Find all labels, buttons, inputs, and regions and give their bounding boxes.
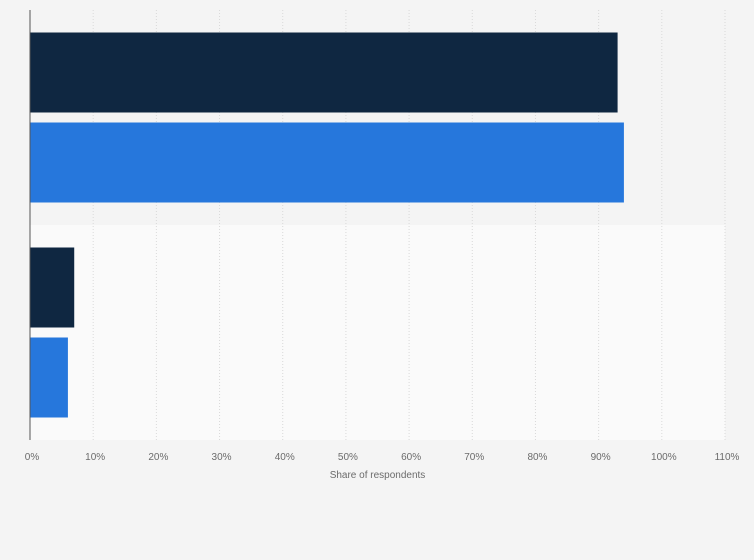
x-tick-label: 40% <box>275 452 295 463</box>
x-tick-label: 50% <box>338 452 358 463</box>
bar[interactable] <box>30 122 624 203</box>
bar[interactable] <box>30 32 618 113</box>
x-tick-label: 80% <box>527 452 547 463</box>
x-tick-label: 10% <box>85 452 105 463</box>
x-tick-label: 100% <box>651 452 677 463</box>
x-tick-label: 60% <box>401 452 421 463</box>
x-tick-label: 110% <box>715 452 740 463</box>
bar[interactable] <box>30 337 68 418</box>
x-tick-label: 0% <box>25 452 40 463</box>
x-tick-label: 20% <box>148 452 168 463</box>
bar[interactable] <box>30 247 75 328</box>
x-tick-label: 70% <box>464 452 484 463</box>
bars <box>30 32 624 418</box>
x-axis-title: Share of respondents <box>330 470 426 481</box>
category-band <box>30 225 725 440</box>
x-axis-ticks: 0% 10% 20% 30% 40% 50% 60% 70% 80% 90% 100% 110% <box>25 452 740 463</box>
x-tick-label: 30% <box>212 452 232 463</box>
x-tick-label: 90% <box>591 452 611 463</box>
